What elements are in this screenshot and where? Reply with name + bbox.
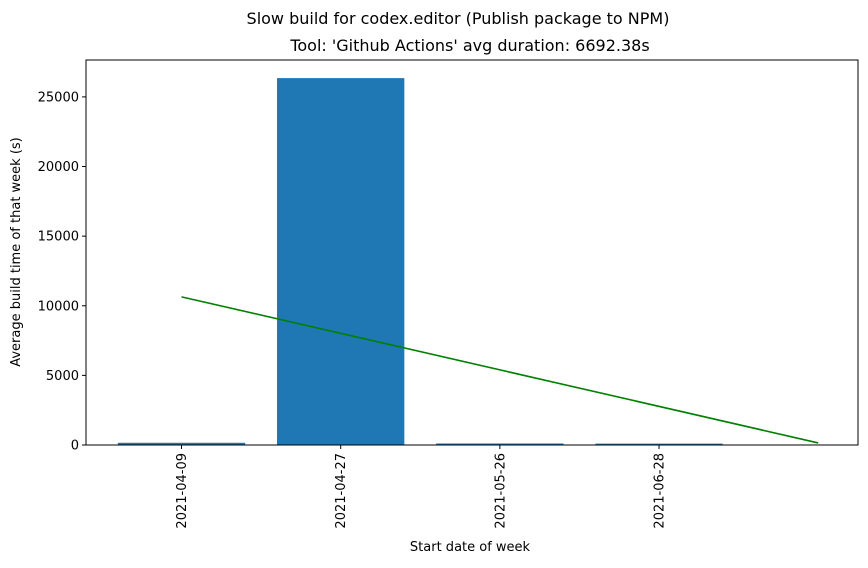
bar-2021-06-28	[595, 443, 723, 445]
chart-title: Tool: 'Github Actions' avg duration: 669…	[289, 36, 649, 55]
x-axis-label: Start date of week	[410, 540, 531, 555]
trend-group	[181, 296, 819, 444]
x-tick-label: 2021-05-26	[493, 453, 508, 529]
bar-2021-05-26	[436, 443, 564, 445]
y-tick-label: 0	[71, 439, 79, 454]
bar-2021-04-09	[117, 442, 246, 445]
chart-suptitle: Slow build for codex.editor (Publish pac…	[247, 9, 670, 28]
bar-2021-04-27	[277, 78, 405, 446]
y-tick-label: 15000	[38, 230, 79, 245]
y-axis-label: Average build time of that week (s)	[9, 137, 24, 367]
trend-line	[181, 296, 819, 444]
y-tick-label: 20000	[38, 160, 79, 175]
y-tick-label: 10000	[38, 299, 79, 314]
x-tick-label: 2021-06-28	[653, 453, 668, 529]
x-axis: 2021-04-09 2021-04-27 2021-05-26 2021-06-28	[175, 445, 668, 529]
y-tick-label: 25000	[38, 90, 79, 105]
y-tick-label: 5000	[46, 369, 79, 384]
x-tick-label: 2021-04-09	[175, 453, 190, 529]
plot-frame	[85, 59, 859, 446]
x-tick-label: 2021-04-27	[334, 453, 349, 529]
y-axis: 0 5000 10000 15000 20000 25000	[38, 90, 86, 454]
bars-group	[117, 78, 723, 446]
